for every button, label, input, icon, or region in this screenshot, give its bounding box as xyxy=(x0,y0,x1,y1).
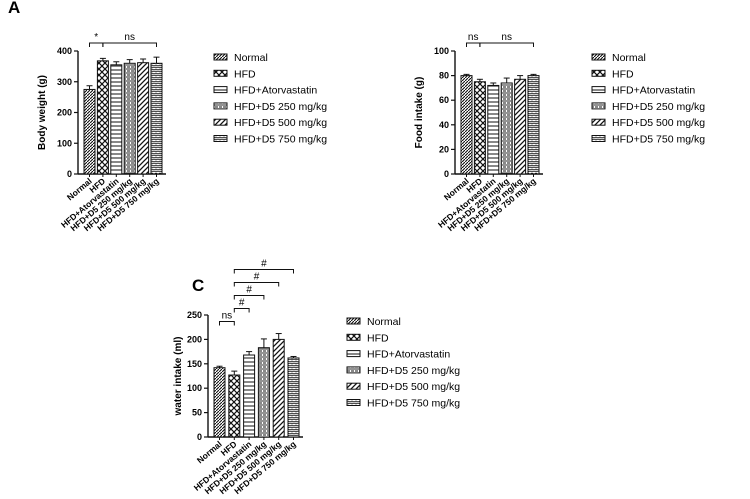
legend-label: HFD+D5 500 mg/kg xyxy=(367,381,460,393)
legend-label: HFD+D5 500 mg/kg xyxy=(234,117,327,129)
legend-swatch xyxy=(346,399,361,406)
legend-swatch xyxy=(213,69,228,77)
y-tick-label: 100 xyxy=(57,138,72,148)
bar xyxy=(83,88,96,175)
legend-label: HFD+D5 750 mg/kg xyxy=(367,398,460,410)
bar xyxy=(460,75,473,175)
significance-bracket xyxy=(233,308,250,313)
bar xyxy=(473,81,486,175)
legend-label: HFD xyxy=(612,68,634,80)
legend-label: HFD+Atorvastatin xyxy=(367,349,450,361)
y-tick-label: 200 xyxy=(187,334,202,344)
y-axis-title: Food intake (g) xyxy=(414,77,425,149)
panel-letter: C xyxy=(192,276,204,295)
chart-panel-2: 0 20 40 60 80 100 Food intake (g) Normal HFD HFD+… xyxy=(414,32,705,233)
y-tick-label: 40 xyxy=(439,120,449,130)
legend-swatch xyxy=(213,102,228,110)
y-tick-label: 80 xyxy=(439,71,449,81)
significance-bracket xyxy=(233,269,294,274)
legend-label: Normal xyxy=(234,52,268,64)
y-tick-label: 0 xyxy=(197,432,202,442)
y-tick-label: 150 xyxy=(187,359,202,369)
bar xyxy=(243,354,256,438)
legend-label: Normal xyxy=(367,316,401,328)
legend-swatch xyxy=(591,102,606,110)
y-tick-label: 100 xyxy=(187,383,202,393)
significance-label: ns xyxy=(468,32,479,43)
legend-swatch xyxy=(591,118,606,126)
bar xyxy=(110,64,123,175)
bar xyxy=(514,78,527,175)
y-tick-label: 20 xyxy=(439,144,449,154)
bar xyxy=(150,62,163,175)
significance-label: # xyxy=(254,272,260,283)
bar xyxy=(527,75,540,175)
bar xyxy=(257,347,270,438)
significance-bracket xyxy=(233,295,265,300)
significance-bracket xyxy=(219,321,235,326)
legend-swatch xyxy=(213,86,228,94)
significance-label: # xyxy=(239,298,245,309)
legend-label: HFD xyxy=(367,332,389,344)
legend-swatch xyxy=(346,317,361,325)
y-tick-label: 300 xyxy=(57,77,72,87)
y-tick-label: 50 xyxy=(192,408,202,418)
significance-label: ns xyxy=(501,32,512,43)
significance-label: ns xyxy=(222,311,233,322)
legend-swatch xyxy=(591,135,606,142)
legend-swatch xyxy=(213,53,228,61)
legend-swatch xyxy=(591,53,606,61)
legend-swatch xyxy=(213,118,228,126)
significance-bracket xyxy=(479,42,534,47)
legend-label: HFD+D5 250 mg/kg xyxy=(612,101,705,113)
legend-label: HFD+D5 500 mg/kg xyxy=(612,117,705,129)
y-axis-title: water intake (ml) xyxy=(173,337,184,417)
y-tick-label: 400 xyxy=(57,46,72,56)
bar xyxy=(228,374,241,438)
legend-swatch xyxy=(591,69,606,77)
y-tick-label: 0 xyxy=(67,169,72,179)
significance-label: ns xyxy=(124,32,135,43)
legend-label: HFD+D5 250 mg/kg xyxy=(367,365,460,377)
bar xyxy=(500,82,513,175)
panel-letter: A xyxy=(8,0,20,17)
legend-label: HFD+D5 750 mg/kg xyxy=(612,134,705,146)
legend-label: HFD xyxy=(234,68,256,80)
bar xyxy=(287,357,300,438)
y-tick-label: 0 xyxy=(444,169,449,179)
legend-swatch xyxy=(346,350,361,358)
significance-label: # xyxy=(246,285,252,296)
significance-bracket xyxy=(102,42,157,47)
legend-swatch xyxy=(346,366,361,374)
legend-swatch xyxy=(591,86,606,94)
significance-label: * xyxy=(94,32,98,43)
significance-bracket xyxy=(466,42,481,47)
bar xyxy=(487,84,500,175)
bar xyxy=(123,62,136,175)
y-tick-label: 250 xyxy=(187,310,202,320)
significance-label: # xyxy=(261,259,267,270)
bar xyxy=(96,60,109,175)
bar xyxy=(213,367,226,438)
legend-label: HFD+Atorvastatin xyxy=(234,85,317,97)
y-tick-label: 200 xyxy=(57,108,72,118)
significance-bracket xyxy=(89,42,104,47)
legend-swatch xyxy=(346,333,361,341)
bar xyxy=(272,338,285,438)
bar xyxy=(137,62,150,175)
legend-label: HFD+D5 250 mg/kg xyxy=(234,101,327,113)
legend-swatch xyxy=(346,382,361,390)
y-tick-label: 100 xyxy=(434,46,449,56)
legend-swatch xyxy=(213,135,228,142)
y-tick-label: 60 xyxy=(439,95,449,105)
chart-panel-1: A 0 100 200 300 400 Body weight (g) Normal HFD HF… xyxy=(8,0,327,233)
y-axis-title: Body weight (g) xyxy=(37,75,48,150)
chart-panel-3: C 0 50 100 150 200 250 water intake (ml) Normal H… xyxy=(173,259,460,497)
significance-bracket xyxy=(233,282,280,287)
legend-label: HFD+Atorvastatin xyxy=(612,85,695,97)
legend-label: HFD+D5 750 mg/kg xyxy=(234,134,327,146)
legend-label: Normal xyxy=(612,52,646,64)
